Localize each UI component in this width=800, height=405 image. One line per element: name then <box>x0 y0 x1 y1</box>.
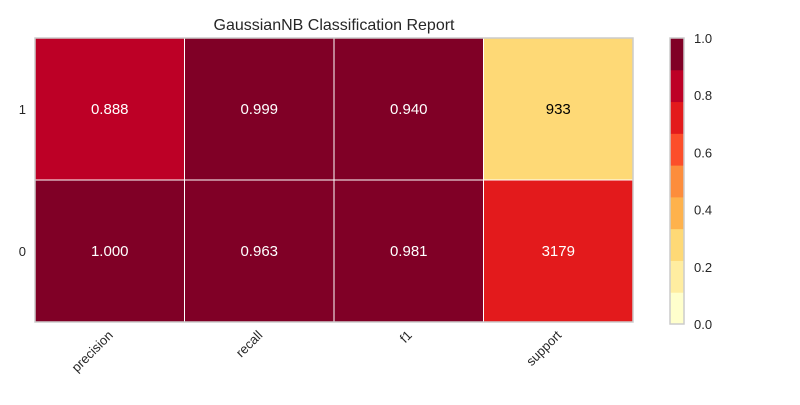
heatmap-cell-0-precision <box>34 179 185 323</box>
x-tick-label: precision <box>68 328 115 375</box>
cell-value-label: 0.981 <box>390 243 428 260</box>
colorbar-level <box>670 292 684 325</box>
colorbar-tick-label: 0.4 <box>694 203 712 218</box>
colorbar-tick-label: 0.2 <box>694 260 712 275</box>
x-tick-label: recall <box>233 327 266 360</box>
cell-value-label: 0.940 <box>390 101 428 118</box>
y-tick-label: 0 <box>19 244 26 259</box>
x-tick-label: support <box>523 327 565 369</box>
heatmap-cell-1-recall <box>184 37 335 181</box>
cell-value-label: 1.000 <box>91 243 129 260</box>
cell-value-label: 0.888 <box>91 101 129 118</box>
colorbar-level <box>670 133 684 166</box>
colorbar-tick-label: 1.0 <box>694 31 712 46</box>
colorbar-frame <box>669 37 685 325</box>
colorbar-level <box>670 165 684 198</box>
colorbar-level <box>670 69 684 103</box>
x-tick-labels: precision recall f1 support <box>68 327 564 375</box>
colorbar-level <box>670 260 684 293</box>
heatmap-cell-0-f1 <box>333 179 484 323</box>
heatmap-cell-1-precision <box>34 37 185 181</box>
cell-value-label: 3179 <box>542 243 575 260</box>
colorbar-level <box>670 196 684 230</box>
chart-title: GaussianNB Classification Report <box>214 17 456 34</box>
heatmap-cells: 0.888 0.999 0.940 933 1.000 0.963 0.981 3179 <box>34 37 634 323</box>
y-tick-labels: 10 <box>19 102 26 259</box>
colorbar-tick-label: 0.0 <box>694 317 712 332</box>
colorbar-level <box>670 101 684 134</box>
y-tick-label: 1 <box>19 102 26 117</box>
cell-value-label: 0.963 <box>240 243 278 260</box>
colorbar: 0.0 0.2 0.4 0.6 0.8 1.0 <box>669 31 712 332</box>
heatmap-cell-0-support <box>483 179 634 323</box>
colorbar-tick-label: 0.6 <box>694 145 712 160</box>
x-tick-label: f1 <box>397 328 415 346</box>
colorbar-level <box>670 38 684 71</box>
cell-value-label: 933 <box>546 101 571 118</box>
heatmap-frame <box>34 37 634 323</box>
heatmap-cell-0-recall <box>184 179 335 323</box>
colorbar-tick-label: 0.8 <box>694 88 712 103</box>
heatmap-cell-1-support <box>483 37 634 181</box>
cell-value-label: 0.999 <box>240 101 278 118</box>
colorbar-level <box>670 228 684 261</box>
